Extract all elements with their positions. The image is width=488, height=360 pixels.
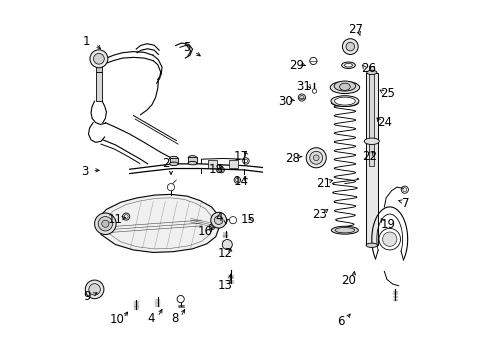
Ellipse shape xyxy=(169,156,178,161)
Text: 3: 3 xyxy=(81,165,88,177)
Ellipse shape xyxy=(188,156,196,160)
Circle shape xyxy=(342,39,357,54)
Text: 28: 28 xyxy=(285,152,300,165)
Ellipse shape xyxy=(364,138,379,144)
Text: 29: 29 xyxy=(288,59,304,72)
Text: 7: 7 xyxy=(401,197,409,210)
Text: 21: 21 xyxy=(315,177,330,190)
Circle shape xyxy=(309,151,322,164)
Text: 19: 19 xyxy=(380,218,395,231)
Text: 23: 23 xyxy=(312,208,326,221)
Ellipse shape xyxy=(334,228,354,233)
Ellipse shape xyxy=(334,97,355,105)
Text: 11: 11 xyxy=(108,213,122,226)
Circle shape xyxy=(346,42,354,51)
Bar xyxy=(188,157,196,163)
Text: 30: 30 xyxy=(278,95,292,108)
Ellipse shape xyxy=(366,70,376,75)
Circle shape xyxy=(378,228,400,250)
Circle shape xyxy=(167,184,174,191)
Text: 10: 10 xyxy=(109,313,124,327)
Text: 6: 6 xyxy=(337,315,345,328)
Circle shape xyxy=(298,94,305,101)
Bar xyxy=(229,159,238,168)
Text: 17: 17 xyxy=(233,150,248,163)
Circle shape xyxy=(102,220,109,227)
Polygon shape xyxy=(97,194,219,252)
Circle shape xyxy=(98,217,112,231)
Ellipse shape xyxy=(169,162,178,166)
Circle shape xyxy=(229,217,236,224)
Text: 22: 22 xyxy=(362,150,377,163)
Bar xyxy=(96,65,102,72)
Ellipse shape xyxy=(339,83,349,90)
Circle shape xyxy=(93,53,104,64)
Text: 4: 4 xyxy=(147,311,155,325)
Text: 14: 14 xyxy=(233,175,248,188)
Ellipse shape xyxy=(329,81,359,94)
Bar xyxy=(366,73,377,245)
Text: 2: 2 xyxy=(162,157,169,170)
Text: 20: 20 xyxy=(340,274,355,287)
Ellipse shape xyxy=(331,226,358,234)
Bar xyxy=(207,159,216,168)
Circle shape xyxy=(299,95,304,100)
Bar xyxy=(169,158,178,164)
Bar xyxy=(96,72,102,101)
Text: 18: 18 xyxy=(208,163,223,176)
Circle shape xyxy=(214,216,223,225)
Ellipse shape xyxy=(330,96,358,107)
Text: 16: 16 xyxy=(197,225,212,238)
Circle shape xyxy=(312,89,316,93)
Circle shape xyxy=(90,50,108,68)
Circle shape xyxy=(382,232,396,246)
Text: 1: 1 xyxy=(83,35,90,49)
Circle shape xyxy=(222,239,232,249)
Text: 27: 27 xyxy=(347,23,363,36)
Text: 4: 4 xyxy=(215,211,223,224)
Text: 25: 25 xyxy=(380,87,395,100)
Ellipse shape xyxy=(334,100,354,105)
Circle shape xyxy=(94,213,116,234)
Circle shape xyxy=(309,57,316,64)
Circle shape xyxy=(177,296,184,303)
Text: 26: 26 xyxy=(360,62,375,75)
Ellipse shape xyxy=(333,81,355,91)
Ellipse shape xyxy=(341,62,355,68)
Text: 24: 24 xyxy=(376,116,391,129)
Text: 31: 31 xyxy=(296,80,310,93)
Text: 5: 5 xyxy=(183,41,190,54)
Ellipse shape xyxy=(188,161,196,165)
Circle shape xyxy=(305,148,325,168)
Text: 8: 8 xyxy=(170,311,178,325)
Ellipse shape xyxy=(366,243,377,247)
Text: 13: 13 xyxy=(217,279,232,292)
Bar xyxy=(368,66,373,166)
Circle shape xyxy=(210,212,226,228)
Circle shape xyxy=(89,284,100,295)
Circle shape xyxy=(85,280,104,299)
Text: 9: 9 xyxy=(83,290,90,303)
Text: 12: 12 xyxy=(217,247,232,260)
Circle shape xyxy=(313,155,319,161)
Text: 15: 15 xyxy=(240,213,255,226)
Ellipse shape xyxy=(344,63,352,67)
Ellipse shape xyxy=(331,99,358,107)
